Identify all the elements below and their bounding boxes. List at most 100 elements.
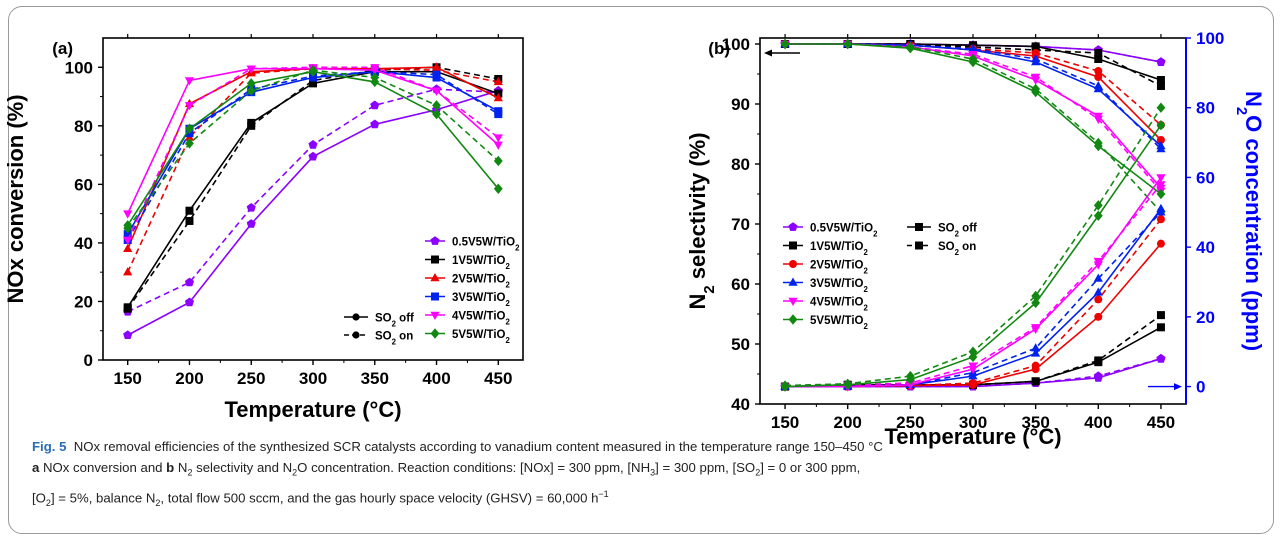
legend-marker	[430, 236, 440, 245]
caption-line-3: [O2] = 5%, balance N2, total flow 500 sc…	[32, 484, 1252, 514]
y-axis-label-b: N2 selectivity (%)	[685, 132, 718, 309]
y-tick-label: 70	[731, 215, 750, 234]
selectivity-point-5V5W/TiO2-off	[968, 56, 978, 68]
legend-style-label: SO2 off	[938, 223, 977, 239]
label-part: 2	[863, 266, 868, 275]
data-point-4V5W/TiO2-off	[493, 141, 503, 150]
y-tick-label: 100	[65, 58, 93, 77]
label-part: off	[396, 313, 414, 325]
y2-tick-label: 80	[1196, 99, 1215, 118]
caption-text-2: NOx conversion and	[43, 460, 163, 475]
label-part: 2	[863, 303, 868, 312]
label-part: 2	[863, 285, 868, 294]
y-axis-label-a: NOx conversion (%)	[3, 94, 28, 303]
n2o-point-2V5W/TiO2-off	[1094, 312, 1103, 321]
n2o-point-2V5W/TiO2-on	[1156, 215, 1165, 224]
data-point-4V5W/TiO2-off	[431, 87, 442, 96]
data-point-5V5W/TiO2-on	[432, 100, 441, 111]
caption-line-2: a NOx conversion and b N2 selectivity an…	[32, 457, 1252, 484]
data-point-5V5W/TiO2-on	[185, 138, 194, 149]
y-tick-label: 20	[74, 292, 93, 311]
label-part: SO	[938, 223, 955, 235]
x-axis-label-a: Temperature (°C)	[224, 397, 401, 422]
label-part: off	[959, 223, 977, 235]
selectivity-point-5V5W/TiO2-off	[1156, 188, 1166, 200]
data-point-5V5W/TiO2-off	[123, 220, 133, 231]
legend-label-1V5W/TiO2: 1V5W/TiO2	[810, 241, 868, 257]
n2o-point-1V5W/TiO2-on	[1156, 311, 1165, 320]
data-point-2V5W/TiO2-off	[123, 243, 133, 252]
right-axis-arrowhead	[1174, 383, 1182, 391]
data-point-1V5W/TiO2-off	[309, 79, 317, 88]
n2o-point-1V5W/TiO2-off	[1156, 323, 1165, 332]
selectivity-point-1V5W/TiO2-on	[1156, 82, 1165, 90]
caption-text-3b: ] = 5%, balance N	[50, 490, 156, 506]
legend-label-0.5V5W/TiO2: 0.5V5W/TiO2	[810, 223, 878, 239]
selectivity-point-1V5W/TiO2-off	[1031, 42, 1040, 51]
legend-marker	[788, 297, 798, 306]
x-tick-label: 400	[1084, 413, 1112, 432]
caption-panel-a: a	[32, 460, 40, 475]
selectivity-point-0.5V5W/TiO2-off	[1156, 57, 1166, 66]
panel-label: (a)	[52, 39, 73, 58]
data-point-0.5V5W/TiO2-on	[184, 277, 195, 287]
left-axis-arrowhead	[764, 49, 772, 57]
n2o-point-5V5W/TiO2-off	[780, 381, 790, 392]
label-part: O concentration (ppm)	[1241, 115, 1266, 351]
label-part: on	[396, 331, 413, 343]
caption-sub: 2	[292, 467, 298, 478]
label-part: 3V5W/TiO	[452, 292, 506, 304]
data-point-0.5V5W/TiO2-off	[246, 219, 256, 228]
y-tick-label: 50	[731, 335, 750, 354]
label-part: 2	[955, 229, 960, 238]
x-tick-label: 300	[299, 369, 327, 388]
x-tick-label: 300	[959, 413, 987, 432]
selectivity-point-3V5W/TiO2-off	[1031, 57, 1041, 66]
caption-text-3c: , total flow 500 sccm, and the gas hourl…	[160, 490, 599, 506]
x-tick-label: 450	[1147, 413, 1175, 432]
caption-sub: 2	[155, 497, 161, 508]
label-part: N	[1241, 91, 1266, 107]
legend-label-4V5W/TiO2: 4V5W/TiO2	[452, 311, 510, 327]
n2o-point-3V5W/TiO2-on	[1031, 343, 1041, 352]
selectivity-point-1V5W/TiO2-off	[1156, 76, 1165, 84]
legend-marker	[788, 277, 798, 286]
y-tick-label: 100	[722, 35, 750, 54]
data-point-4V5W/TiO2-on	[493, 134, 503, 143]
y-tick-label: 40	[731, 395, 750, 414]
n2o-point-1V5W/TiO2-off	[1094, 358, 1103, 367]
n2o-point-4V5W/TiO2-off	[905, 381, 915, 390]
x-tick-label: 250	[896, 413, 924, 432]
legend-label-0.5V5W/TiO2: 0.5V5W/TiO2	[452, 237, 520, 253]
data-point-4V5W/TiO2-off	[370, 67, 380, 76]
x-tick-label: 450	[484, 369, 512, 388]
caption-text-2c: selectivity and N	[192, 460, 293, 475]
data-point-3V5W/TiO2-off	[123, 230, 132, 239]
selectivity-point-2V5W/TiO2-on	[1094, 67, 1103, 75]
caption-text-3a: [O	[32, 490, 46, 506]
data-point-0.5V5W/TiO2-off	[123, 330, 133, 340]
caption-sub: 2	[45, 497, 51, 508]
legend-label-2V5W/TiO2: 2V5W/TiO2	[810, 260, 868, 276]
data-point-1V5W/TiO2-off	[185, 206, 194, 215]
n2o-point-5V5W/TiO2-off	[905, 374, 915, 385]
n2o-point-3V5W/TiO2-off	[968, 371, 978, 380]
n2o-point-5V5W/TiO2-off	[1093, 210, 1103, 221]
label-part: 3V5W/TiO	[810, 278, 864, 290]
legend-marker	[789, 241, 797, 250]
data-point-5V5W/TiO2-off	[308, 66, 318, 77]
label-part: 2V5W/TiO	[452, 274, 506, 286]
caption-text-2d: O concentration. Reaction conditions: [N…	[297, 460, 651, 475]
y-tick-label: 60	[74, 175, 93, 194]
x-tick-label: 250	[237, 369, 265, 388]
legend-label-2V5W/TiO2: 2V5W/TiO2	[452, 274, 510, 290]
n2o-point-2V5W/TiO2-off	[1031, 365, 1040, 374]
panel-label: (b)	[708, 39, 730, 58]
data-point-0.5V5W/TiO2-on	[246, 202, 256, 212]
legend-style-label: SO2 on	[938, 241, 976, 257]
data-point-4V5W/TiO2-off	[184, 77, 195, 86]
data-point-3V5W/TiO2-off	[432, 73, 441, 82]
legend-marker	[431, 255, 439, 264]
data-point-4V5W/TiO2-on	[123, 236, 133, 245]
